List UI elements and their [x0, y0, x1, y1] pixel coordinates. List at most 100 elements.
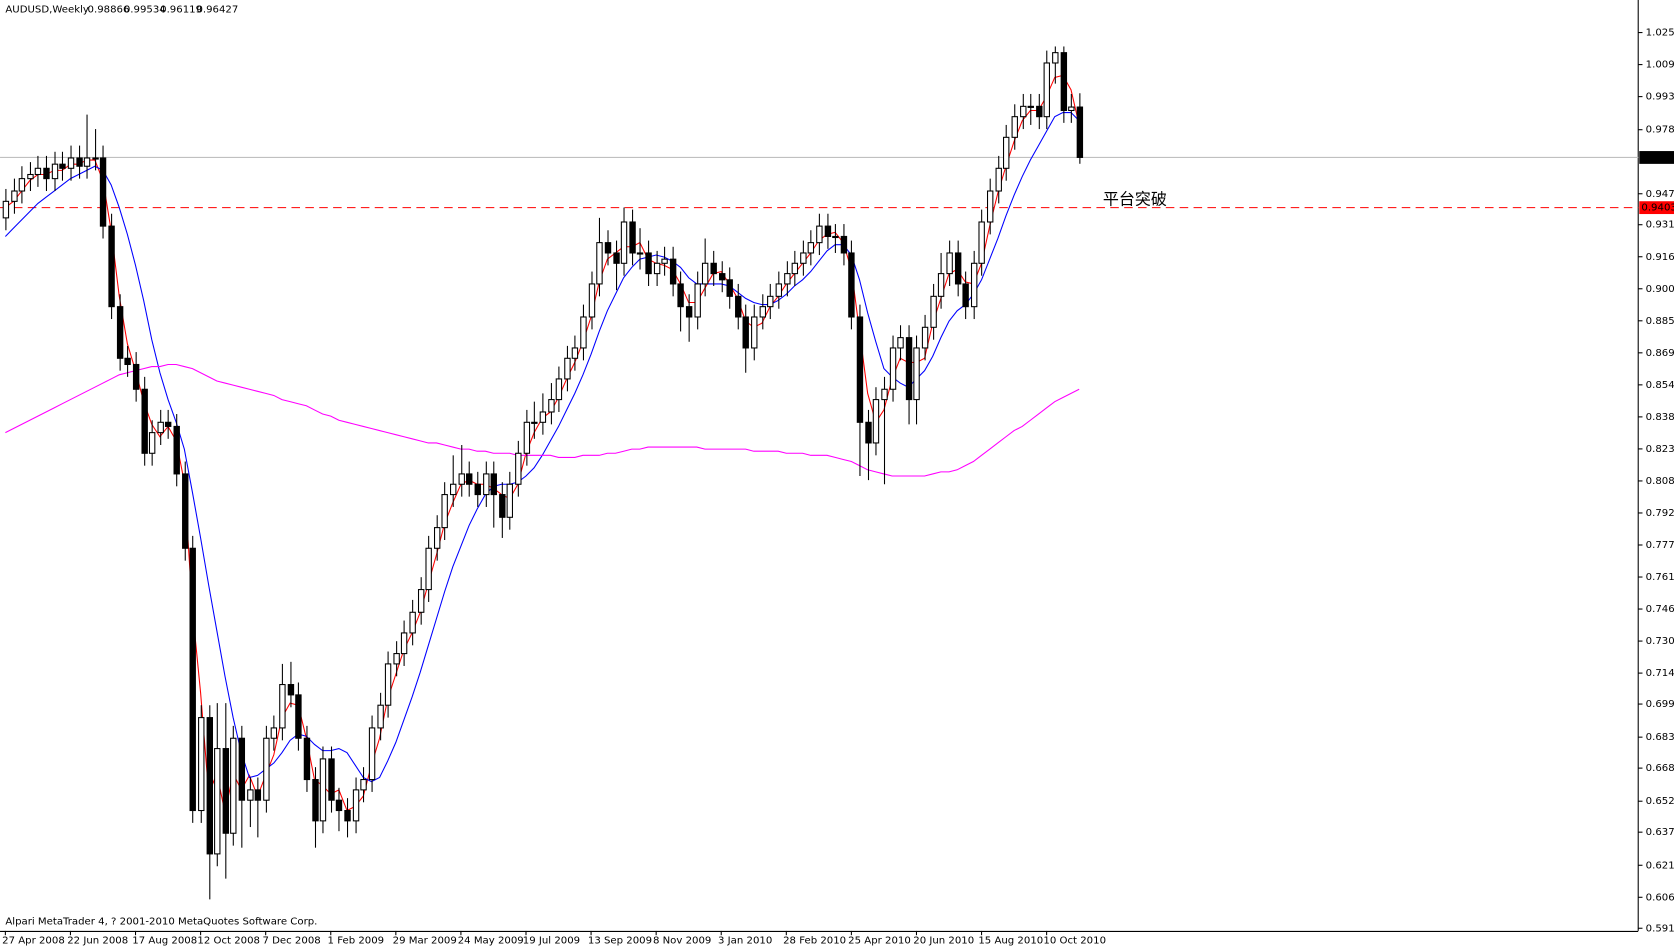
candle-body — [824, 225, 832, 237]
candle-body — [775, 283, 783, 297]
candle-body — [279, 684, 286, 729]
candle-body — [425, 547, 432, 591]
candle-body — [872, 399, 880, 444]
candle-body — [270, 727, 278, 739]
candle-body — [661, 258, 668, 264]
x-tick-label: 24 May 2009 — [458, 936, 524, 947]
candle-body — [377, 704, 384, 729]
candle-body — [222, 748, 230, 834]
candle-body — [360, 779, 367, 791]
y-tick-label: 0.99395 — [1646, 92, 1674, 103]
candle-body — [206, 717, 214, 855]
candle-body — [905, 337, 913, 401]
y-tick-label: 0.62180 — [1646, 860, 1674, 871]
candle-body — [124, 357, 131, 366]
candle-body — [701, 262, 709, 285]
candle-body — [677, 283, 684, 308]
candle-body — [1068, 106, 1075, 112]
candle-body — [1003, 136, 1010, 169]
candle-body — [751, 316, 758, 349]
candle-body — [807, 242, 815, 254]
candle-body — [173, 425, 180, 475]
y-tick-label: 0.63755 — [1646, 827, 1674, 838]
candle-body — [564, 357, 571, 380]
x-tick-label: 10 Oct 2010 — [1043, 936, 1106, 947]
y-tick-label: 0.76130 — [1646, 572, 1674, 583]
candle-body — [604, 242, 612, 254]
candle-body — [694, 283, 701, 318]
candle-body — [523, 421, 531, 454]
candle-body — [157, 421, 164, 434]
candle-body — [335, 799, 343, 812]
candle-body — [295, 694, 302, 739]
candle-body — [856, 316, 864, 423]
candle-body — [742, 316, 749, 349]
candle-body — [759, 306, 767, 318]
candle-body — [620, 221, 628, 264]
candle-body — [726, 279, 733, 297]
candle-body — [393, 653, 400, 665]
candle-body — [141, 388, 148, 454]
y-tick-label: 0.88550 — [1646, 316, 1674, 327]
candle-body — [571, 347, 579, 359]
y-tick-label: 0.90080 — [1646, 284, 1674, 295]
y-tick-label: 0.97820 — [1646, 125, 1674, 136]
x-tick-label: 27 Apr 2008 — [2, 936, 65, 947]
candle-body — [962, 283, 969, 308]
candle-body — [1052, 52, 1059, 64]
y-tick-label: 0.71495 — [1646, 668, 1674, 679]
y-tick-label: 0.69965 — [1646, 699, 1674, 710]
candle-body — [580, 316, 587, 349]
y-tick-label: 0.59120 — [1646, 923, 1674, 934]
x-tick-label: 17 Aug 2008 — [132, 936, 197, 947]
candle-body — [848, 252, 855, 318]
candle-body — [214, 748, 221, 855]
y-tick-label: 0.93185 — [1646, 220, 1674, 231]
candle-body — [83, 157, 91, 167]
candle-body — [1011, 116, 1018, 138]
candle-body — [254, 789, 262, 801]
level-annotation: 平台突破 — [1103, 190, 1167, 209]
y-tick-label: 0.85445 — [1646, 380, 1674, 391]
header-close: 0.96427 — [196, 5, 238, 16]
x-tick-label: 22 Jun 2008 — [67, 936, 128, 947]
candle-body — [865, 421, 872, 444]
candle-body — [182, 473, 189, 549]
candle-body — [930, 295, 937, 328]
x-tick-label: 8 Nov 2009 — [653, 936, 711, 947]
candle-body — [116, 306, 124, 359]
current-price-box — [1639, 151, 1674, 164]
candle-body — [11, 190, 18, 202]
candle-body — [148, 432, 156, 454]
candle-body — [43, 167, 50, 180]
y-tick-label: 0.77705 — [1646, 540, 1674, 551]
y-tick-label: 0.94715 — [1646, 189, 1674, 200]
candle-body — [946, 252, 953, 275]
candle-body — [132, 363, 140, 390]
candle-body — [531, 421, 538, 424]
y-tick-label: 1.02500 — [1646, 28, 1674, 39]
y-tick-label: 0.91655 — [1646, 252, 1674, 263]
x-tick-label: 13 Sep 2009 — [588, 936, 652, 947]
candle-body — [539, 411, 547, 423]
candle-body — [515, 452, 522, 485]
candle-body — [735, 295, 742, 318]
candle-body — [76, 157, 83, 167]
x-tick-label: 25 Apr 2010 — [848, 936, 911, 947]
candle-body — [474, 483, 481, 496]
candle-body — [1036, 105, 1043, 118]
candle-body — [433, 527, 441, 549]
candle-body — [791, 262, 799, 275]
x-tick-label: 15 Aug 2010 — [978, 936, 1043, 947]
candle-body — [710, 262, 717, 275]
candle-body — [840, 235, 848, 254]
candle-body — [913, 347, 920, 401]
y-tick-label: 0.73025 — [1646, 636, 1674, 647]
candle-body — [653, 262, 661, 275]
candle-body — [108, 225, 115, 308]
current-price-label: 0.96427 — [1641, 152, 1674, 163]
candle-body — [588, 283, 596, 318]
candle-body — [230, 737, 237, 834]
candle-body — [719, 273, 726, 281]
